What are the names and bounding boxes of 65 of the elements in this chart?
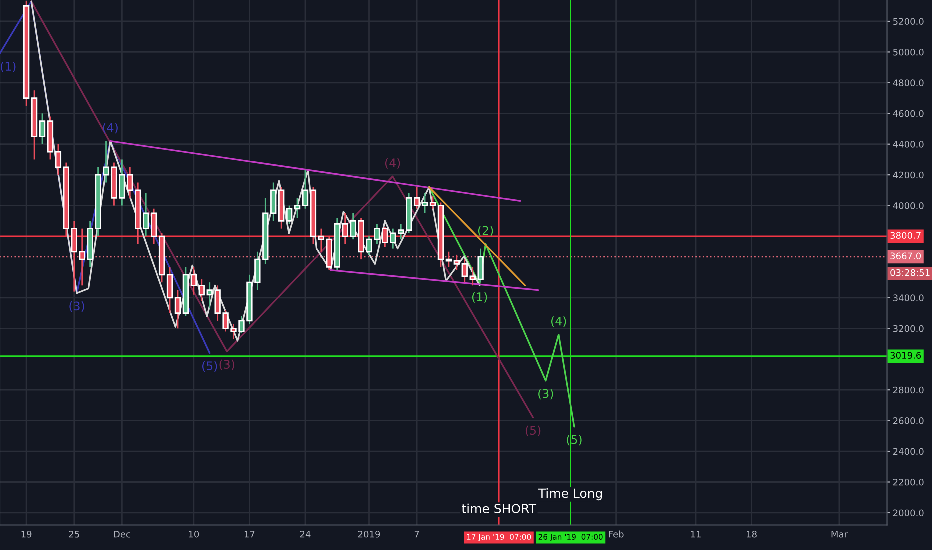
annotation: (4) (552, 316, 566, 328)
x-tick-label: 2019 (358, 530, 380, 538)
candlestick (446, 251, 452, 268)
candlestick (430, 196, 436, 210)
annotation: Time Long (538, 488, 602, 501)
annotation: (5) (202, 361, 218, 372)
candlestick (422, 192, 428, 214)
candlestick (71, 220, 78, 292)
y-tick-label: 2000.0 (893, 510, 924, 517)
annotation: (3) (70, 302, 84, 312)
candlestick (414, 186, 420, 210)
candlestick (318, 228, 325, 253)
x-tick-label: 10 (189, 530, 200, 538)
candlestick (190, 266, 198, 296)
annotation: (1) (1, 62, 16, 72)
text: 03:28:51 (890, 269, 930, 276)
candlestick (143, 192, 150, 238)
annotation: (1) (472, 292, 488, 303)
x-tick-label: 24 (300, 530, 311, 538)
y-tick-label: 3200.0 (894, 325, 924, 332)
annotation: time SHORT (462, 504, 537, 514)
candlestick (39, 112, 46, 146)
y-tick-label: 2400.0 (893, 448, 924, 456)
y-tick-label: 5000.0 (894, 48, 924, 56)
y-tick-label: 2800.0 (893, 386, 924, 394)
annotation: (3) (538, 389, 554, 400)
y-tick-label: 4000.0 (893, 202, 924, 210)
x-tick-label: 17 (244, 531, 255, 538)
candlestick (286, 205, 293, 225)
candlestick (462, 258, 468, 284)
x-tick-label: Dec (114, 531, 130, 538)
annotation: (3) (220, 360, 234, 370)
x-tick-label: 11 (691, 531, 701, 538)
candlestick (55, 144, 62, 176)
y-tick-label: 5200.0 (894, 18, 924, 26)
candlestick (198, 278, 205, 302)
candlestick (166, 266, 174, 314)
y-tick-label: 4600.0 (893, 110, 924, 118)
annotation: (4) (385, 158, 400, 169)
y-tick-label: 2600.0 (893, 418, 924, 424)
candlestick (454, 254, 460, 271)
ref-line-label: 3667.0 (890, 252, 922, 260)
candlestick (174, 290, 182, 330)
candlestick (398, 224, 404, 240)
x-tick-label: Mar (832, 531, 848, 538)
ref-line-label: 3800.7 (890, 232, 921, 240)
x-tick-label: 25 (69, 530, 80, 538)
y-tick-label: 2200.0 (893, 478, 924, 486)
candlestick (150, 208, 158, 245)
annotation: (5) (526, 426, 541, 436)
x-tick-label: Feb (609, 530, 624, 538)
x-tick-label: 19 (22, 530, 32, 538)
x-tick-label: 7 (414, 531, 420, 538)
line-series (30, 0, 534, 419)
y-tick-label: 4400.0 (893, 141, 924, 148)
x-tick-label: 18 (747, 530, 757, 538)
y-tick-label: 3400.0 (894, 294, 924, 302)
y-tick-label: 4800.0 (893, 80, 924, 86)
candlestick (270, 182, 277, 222)
candlestick (294, 197, 301, 219)
annotation: (2) (478, 226, 494, 237)
y-tick-label: 4200.0 (893, 172, 924, 179)
annotation: (4) (103, 123, 118, 134)
candlestick (302, 170, 309, 210)
ref-line-label: 3019.6 (890, 352, 922, 359)
